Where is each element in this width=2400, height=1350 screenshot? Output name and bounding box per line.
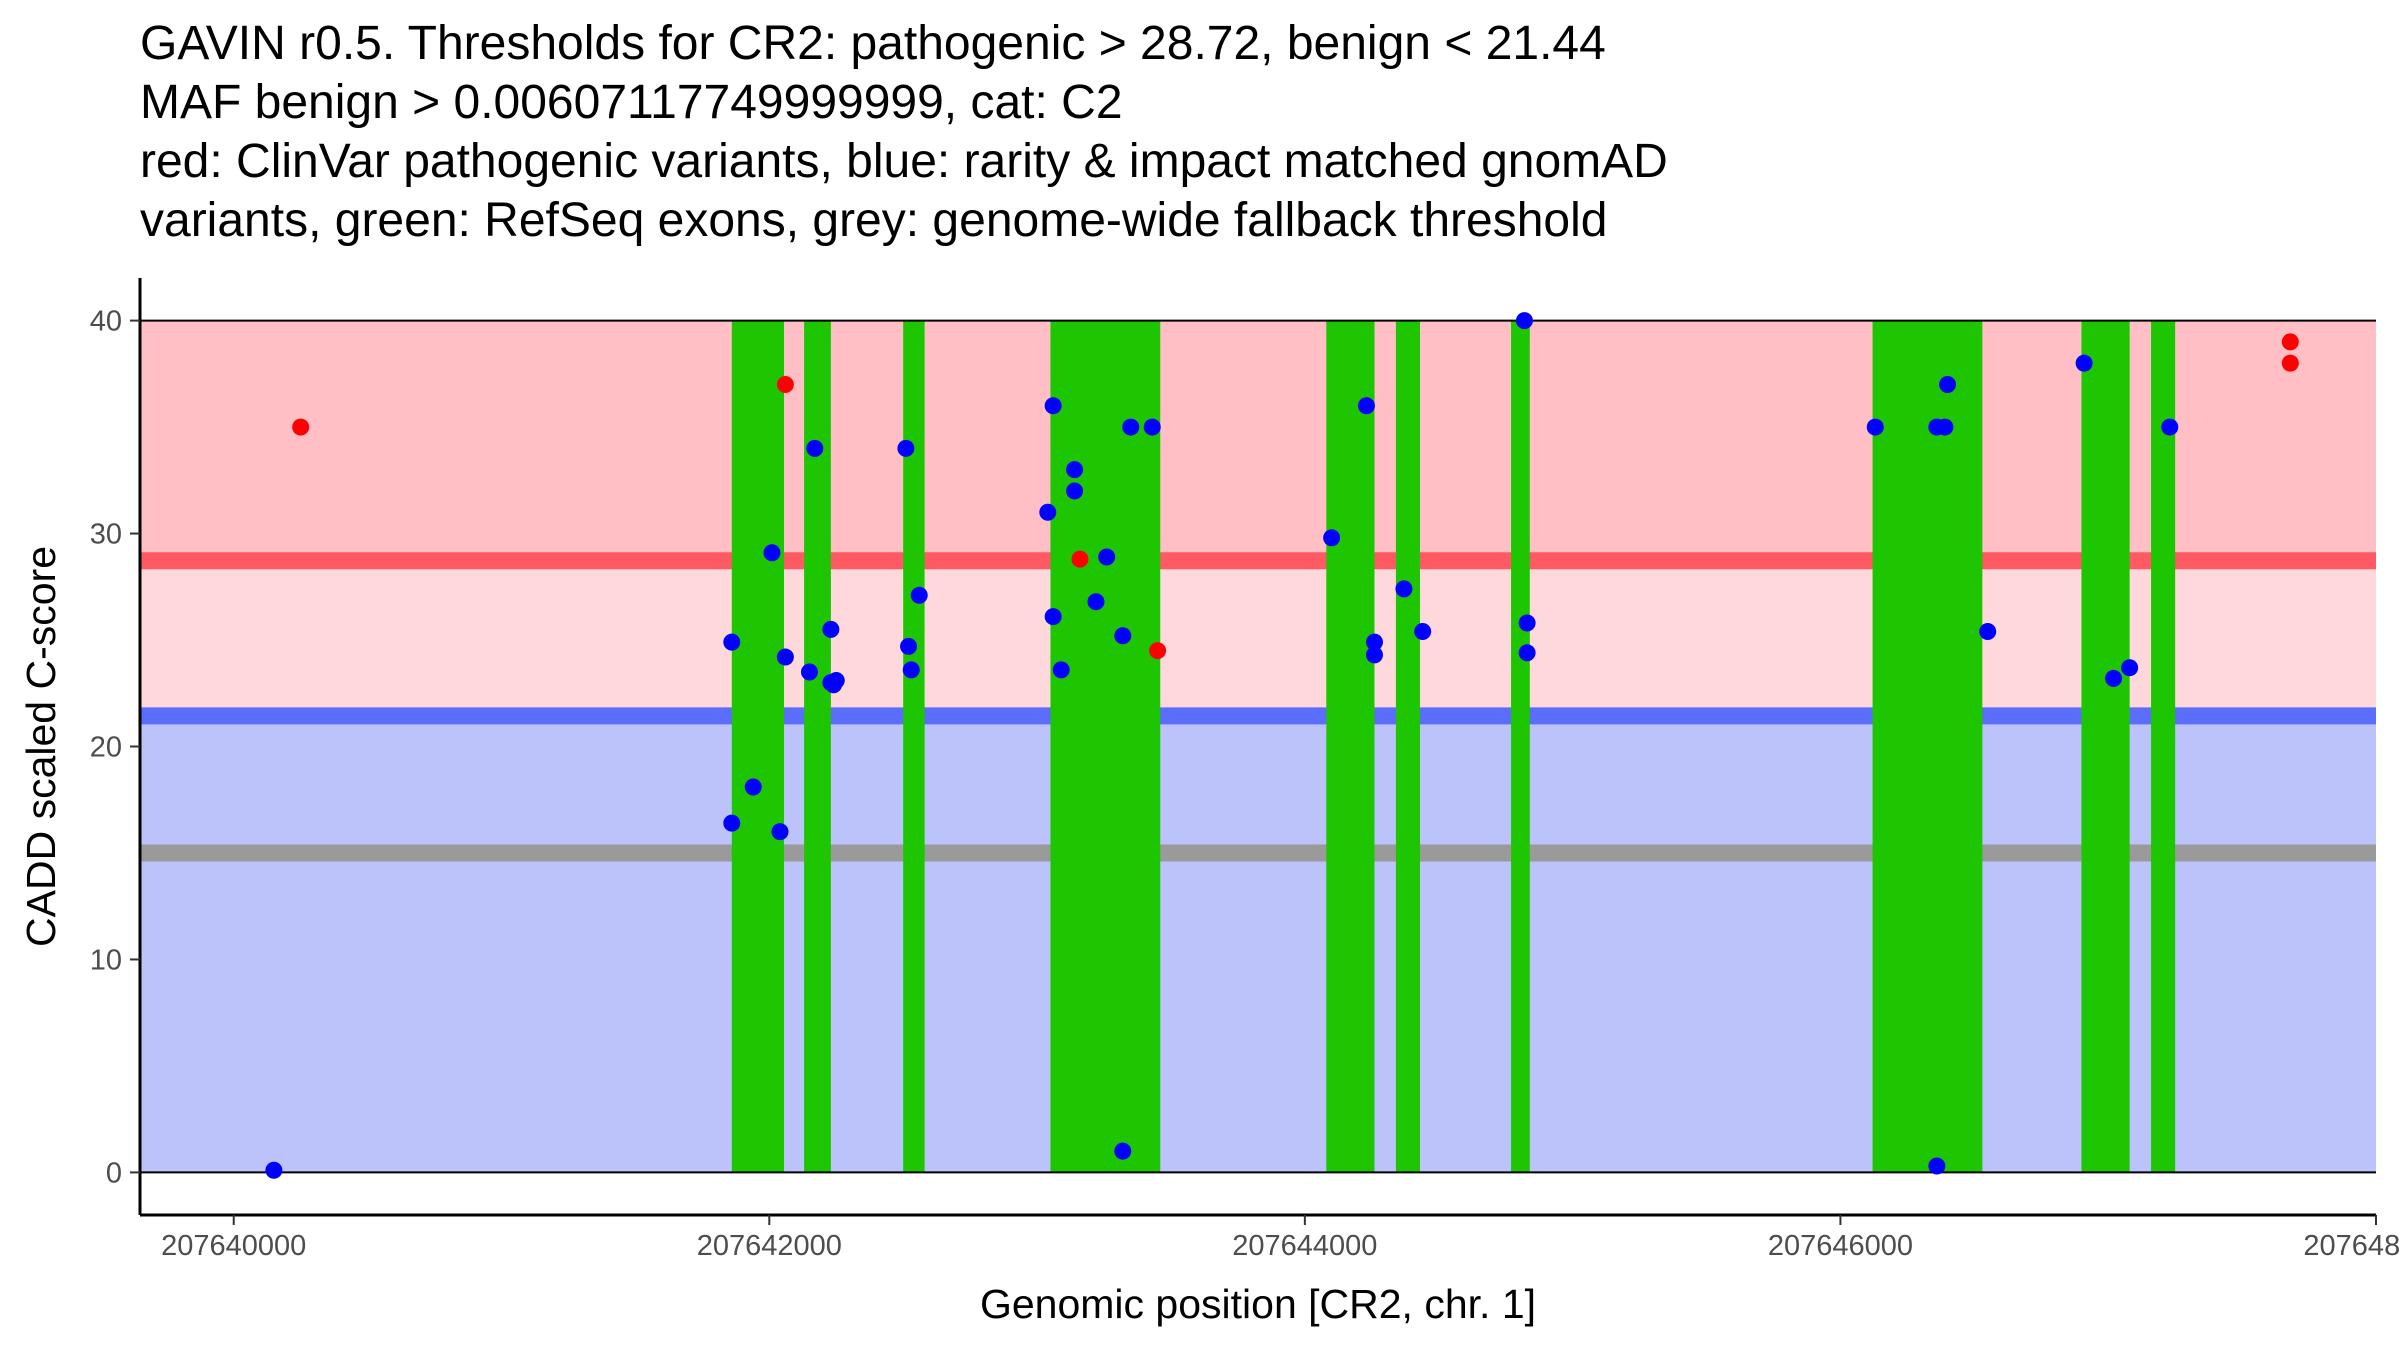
gnomad-point-28: [1122, 418, 1140, 436]
gnomad-point-30: [1323, 529, 1341, 547]
exon-9: [2081, 320, 2130, 1173]
exon-8: [1872, 320, 1983, 1173]
chart-title-line-3: red: ClinVar pathogenic variants, blue: …: [140, 135, 1668, 188]
clinvar-point-1: [292, 418, 310, 436]
x-tick-label: 207644000: [1232, 1230, 1377, 1262]
threshold-bands: [140, 320, 2376, 1173]
chart-title: GAVIN r0.5. Thresholds for CR2: pathogen…: [140, 14, 1668, 250]
gnomad-point-29: [1143, 418, 1161, 436]
gnomad-point-43: [1939, 375, 1957, 393]
exon-10: [2151, 320, 2176, 1173]
exon-5: [1326, 320, 1375, 1173]
y-axis-ticks: 0 10 20 30 40: [90, 306, 140, 1189]
gnomad-point-19: [1044, 397, 1062, 415]
gnomad-point-39: [1866, 418, 1884, 436]
gnomad-matched-points: [265, 312, 2179, 1179]
gnomad-point-38: [1518, 644, 1536, 662]
intermediate-band: [140, 560, 2376, 716]
x-axis-title: Genomic position [CR2, chr. 1]: [980, 1281, 1536, 1327]
gnomad-point-35: [1414, 623, 1432, 641]
y-tick-label: 0: [106, 1157, 122, 1189]
gnomad-point-18: [1039, 503, 1057, 521]
gnomad-point-9: [806, 439, 824, 457]
gnomad-point-15: [900, 637, 918, 655]
exon-7: [1511, 320, 1530, 1173]
pathogenic-band: [140, 320, 2376, 561]
gnomad-point-31: [1357, 397, 1375, 415]
clinvar-point-3: [1071, 550, 1089, 568]
gnomad-point-21: [1052, 661, 1070, 679]
x-tick-label: 207640000: [161, 1230, 306, 1262]
x-axis-ticks: 207640000 207642000 207644000 207646000 2076…: [161, 1215, 2400, 1262]
refseq-exons: [731, 320, 2176, 1173]
gnomad-point-32: [1365, 633, 1383, 651]
gnomad-point-5: [763, 544, 781, 562]
gnomad-point-1: [265, 1161, 283, 1179]
gnomad-point-45: [2075, 354, 2093, 372]
gnomad-point-3: [723, 633, 741, 651]
gnomad-point-6: [771, 823, 789, 841]
clinvar-point-6: [2281, 354, 2299, 372]
y-axis-title: CADD scaled C-score: [18, 546, 64, 947]
chart-title-line-2: MAF benign > 0.00607117749999999, cat: C…: [140, 76, 1123, 129]
gnomad-point-44: [1979, 623, 1997, 641]
gnomad-point-2: [723, 814, 741, 832]
exon-1: [731, 320, 785, 1173]
gnomad-point-13: [825, 676, 843, 694]
y-tick-label: 30: [90, 519, 122, 551]
gnomad-point-40: [1928, 1157, 1946, 1175]
benign-band: [140, 715, 2376, 1173]
gnomad-point-22: [1066, 461, 1084, 479]
clinvar-point-5: [2281, 333, 2299, 351]
gnomad-point-47: [2121, 659, 2139, 677]
clinvar-point-2: [776, 375, 794, 393]
gnomad-point-8: [800, 663, 818, 681]
chart-title-line-1: GAVIN r0.5. Thresholds for CR2: pathogen…: [140, 17, 1606, 70]
gnomad-point-24: [1087, 593, 1105, 611]
gnomad-point-10: [822, 620, 840, 638]
exon-2: [804, 320, 831, 1173]
clinvar-point-4: [1149, 642, 1167, 660]
gnomad-point-37: [1518, 614, 1536, 632]
y-tick-label: 20: [90, 732, 122, 764]
exon-3: [903, 320, 925, 1173]
gnomad-point-27: [1114, 1142, 1132, 1160]
gnomad-point-34: [1395, 580, 1413, 598]
gnomad-point-25: [1098, 548, 1116, 566]
gnomad-point-7: [776, 648, 794, 666]
exon-4: [1050, 320, 1161, 1173]
gnomad-point-46: [2105, 669, 2123, 687]
x-tick-label: 207646000: [1768, 1230, 1913, 1262]
variant-points: [265, 312, 2299, 1179]
gnomad-point-36: [1515, 312, 1533, 330]
chart-title-line-4: variants, green: RefSeq exons, grey: gen…: [140, 194, 1608, 247]
y-tick-label: 10: [90, 944, 122, 976]
gnomad-point-42: [1936, 418, 1954, 436]
gnomad-point-16: [902, 661, 920, 679]
exon-6: [1395, 320, 1421, 1173]
gnomad-point-48: [2161, 418, 2179, 436]
x-tick-label: 207642000: [697, 1230, 842, 1262]
gnomad-point-4: [744, 778, 762, 796]
gnomad-point-26: [1114, 627, 1132, 645]
y-tick-label: 40: [90, 306, 122, 338]
x-tick-label: 207648000: [2303, 1230, 2400, 1262]
gnomad-point-14: [897, 439, 915, 457]
threshold-lines: [140, 552, 2376, 862]
clinvar-pathogenic-points: [292, 333, 2299, 660]
gnomad-point-23: [1066, 482, 1084, 500]
gnomad-point-17: [910, 586, 928, 604]
gnomad-point-20: [1044, 608, 1062, 626]
gnomad-point-33: [1365, 646, 1383, 664]
